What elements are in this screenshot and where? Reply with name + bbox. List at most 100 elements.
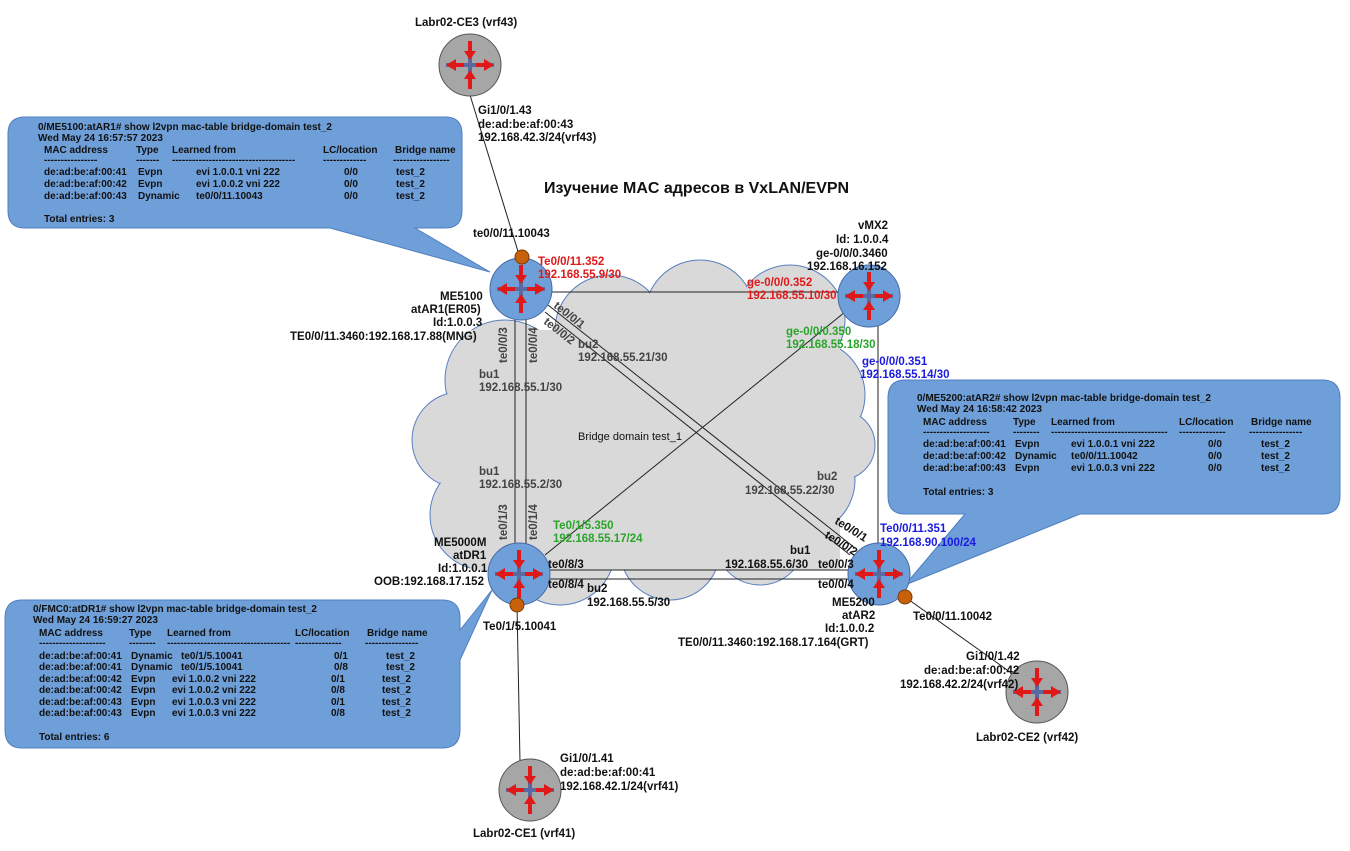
callout-ar2-text: 0/ME5200:atAR2# show l2vpn mac-table bri… — [917, 393, 1312, 498]
router-vmx2[interactable] — [837, 264, 901, 328]
vmx2-name: vMX2 — [858, 220, 888, 232]
dr1-row-bridge: test_2 — [382, 697, 411, 708]
dr1-col-lc: LC/location — [295, 628, 349, 639]
ar1-row-lc: 0/0 — [344, 191, 358, 202]
dr1-row-learned: te0/1/5.10041 — [181, 651, 243, 662]
ce2-port: Gi1/0/1.42 — [966, 651, 1020, 663]
ar2-col-lc: LC/location — [1179, 417, 1233, 428]
ce1-ip: 192.168.42.1/24(vrf41) — [560, 781, 678, 793]
ar2-access-port: Te0/0/11.10042 — [913, 611, 992, 623]
dr1-access-port: Te0/1/5.10041 — [483, 621, 557, 633]
link-label-bu1-left: bu1 — [479, 466, 500, 478]
link-label-dr1-te083: te0/8/3 — [548, 559, 584, 571]
port-dot-ar1 — [514, 249, 530, 265]
callout-dr1 — [4, 589, 493, 749]
ar1-row-mac: de:ad:be:af:00:43 — [44, 191, 127, 202]
dr1-row-mac: de:ad:be:af:00:41 — [39, 651, 122, 662]
dr1-row-type: Evpn — [131, 685, 155, 696]
router-ce2[interactable] — [1005, 660, 1069, 724]
link-dr1-vmx2 — [544, 311, 846, 556]
ar2-col-bridge: Bridge name — [1251, 417, 1312, 428]
ce1-name: Labr02-CE1 (vrf41) — [473, 828, 575, 840]
dr1-row-bridge: test_2 — [386, 662, 415, 673]
router-dr1[interactable] — [487, 542, 551, 606]
ar1-row-learned: evi 1.0.0.2 vni 222 — [196, 179, 280, 190]
ar2-name: atAR2 — [842, 610, 875, 622]
ar2-total: Total entries: 3 — [923, 487, 994, 498]
router-ar2[interactable] — [847, 542, 911, 606]
callout-dr1-date: Wed May 24 16:59:27 2023 — [33, 615, 158, 626]
ar1-access-port: te0/0/11.10043 — [473, 228, 550, 240]
ar1-dash: ---------------- — [44, 155, 97, 166]
dr1-dash: -------------- — [295, 638, 342, 649]
ar1-dash: ------------------------------------- — [172, 155, 295, 166]
router-ce3[interactable] — [438, 33, 502, 97]
link-label-bu1-bottom-ip: 192.168.55.6/30 — [725, 559, 808, 571]
ar1-row-bridge: test_2 — [396, 191, 425, 202]
link-label-bu2-right-ip: 192.168.55.22/30 — [745, 485, 835, 497]
ar1-col-lc: LC/location — [323, 145, 377, 156]
dr1-row-lc: 0/8 — [331, 685, 345, 696]
dr1-col-mac: MAC address — [39, 628, 103, 639]
ar2-id: Id:1.0.0.2 — [825, 623, 874, 635]
vmx2-id: Id: 1.0.0.4 — [836, 234, 889, 246]
ar1-total: Total entries: 3 — [44, 214, 115, 225]
ar2-mgmt: TE0/0/11.3460:192.168.17.164(GRT) — [678, 637, 869, 649]
dr1-col-type: Type — [129, 628, 152, 639]
ar2-row-bridge: test_2 — [1261, 439, 1290, 450]
vmx2-green-ip: 192.168.55.18/30 — [786, 339, 876, 351]
ar1-model: ME5100 — [440, 291, 483, 303]
dr1-row-mac: de:ad:be:af:00:43 — [39, 697, 122, 708]
ar1-row-learned: evi 1.0.0.1 vni 222 — [196, 167, 280, 178]
ar2-row-learned: te0/0/11.10042 — [1071, 451, 1138, 462]
ar1-mgmt: TE0/0/11.3460:192.168.17.88(MNG) — [290, 331, 477, 343]
ar2-row-learned: evi 1.0.0.1 vni 222 — [1071, 439, 1155, 450]
router-ce1[interactable] — [498, 758, 562, 822]
ar1-col-bridge: Bridge name — [395, 145, 456, 156]
ar1-dash: ------------- — [323, 155, 366, 166]
ar2-row-learned: evi 1.0.0.3 vni 222 — [1071, 463, 1155, 474]
link-label-bu2-right: bu2 — [817, 471, 837, 483]
port-dot-ar2 — [897, 589, 913, 605]
dr1-dash: ---------------- — [365, 638, 418, 649]
dr1-row-type: Dynamic — [131, 662, 173, 673]
dr1-row-type: Evpn — [131, 674, 155, 685]
ar1-row-mac: de:ad:be:af:00:41 — [44, 167, 127, 178]
ar2-row-type: Dynamic — [1015, 451, 1057, 462]
callout-ar1-date: Wed May 24 16:57:57 2023 — [38, 133, 163, 144]
dr1-row-learned: evi 1.0.0.3 vni 222 — [172, 708, 256, 719]
ce3-ip: 192.168.42.3/24(vrf43) — [478, 132, 596, 144]
dr1-row-mac: de:ad:be:af:00:42 — [39, 674, 122, 685]
vmx2-red-ip: 192.168.55.10/30 — [747, 290, 837, 302]
ar2-row-type: Evpn — [1015, 439, 1039, 450]
dr1-row-mac: de:ad:be:af:00:42 — [39, 685, 122, 696]
link-label-bu1-top: bu1 — [479, 369, 500, 381]
dr1-row-bridge: test_2 — [382, 674, 411, 685]
ar2-row-mac: de:ad:be:af:00:41 — [923, 439, 1006, 450]
ar2-blue-port: Te0/0/11.351 — [880, 523, 947, 535]
vmx2-red-port: ge-0/0/0.352 — [747, 277, 812, 289]
dr1-row-bridge: test_2 — [382, 685, 411, 696]
cloud-label: Bridge domain test_1 — [578, 431, 682, 443]
link-label-bu1-top-ip: 192.168.55.1/30 — [479, 382, 562, 394]
link-label-ar2-te004: te0/0/4 — [818, 579, 854, 591]
ar1-row-lc: 0/0 — [344, 167, 358, 178]
vmx2-green-port: ge-0/0/0.350 — [786, 326, 851, 338]
bridge-domain-cloud — [411, 259, 876, 606]
dr1-dash: -------- — [129, 638, 156, 649]
ar2-row-lc: 0/0 — [1208, 439, 1222, 450]
dr1-row-mac: de:ad:be:af:00:43 — [39, 708, 122, 719]
ar1-col-mac: MAC address — [44, 145, 108, 156]
ar1-row-bridge: test_2 — [396, 167, 425, 178]
dr1-row-learned: evi 1.0.0.2 vni 222 — [172, 685, 256, 696]
callout-ar1 — [7, 116, 491, 273]
ar2-model: ME5200 — [832, 597, 875, 609]
link-ce3-ar1 — [469, 94, 521, 259]
port-dot-dr1 — [509, 597, 525, 613]
ar2-col-learned: Learned from — [1051, 417, 1115, 428]
link-label-ar1-te004: te0/0/4 — [528, 327, 540, 363]
dr1-row-type: Dynamic — [131, 651, 173, 662]
vmx2-blue-port: ge-0/0/0.351 — [862, 356, 928, 368]
ar2-col-mac: MAC address — [923, 417, 987, 428]
